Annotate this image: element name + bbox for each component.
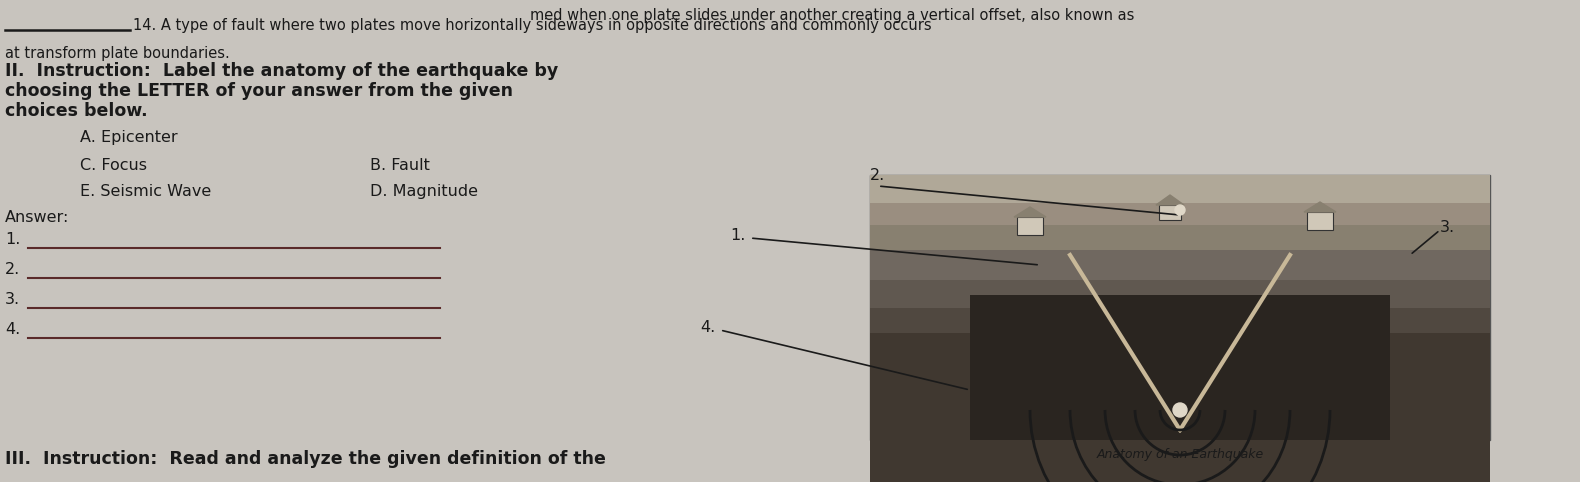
Bar [871,175,1490,203]
Text: 3.: 3. [5,292,21,307]
Circle shape [1172,403,1187,417]
Text: E. Seismic Wave: E. Seismic Wave [81,184,212,199]
Text: choosing the LETTER of your answer from the given: choosing the LETTER of your answer from … [5,82,514,100]
Text: choices below.: choices below. [5,102,147,120]
Bar [1160,205,1180,220]
Text: III.  Instruction:  Read and analyze the given definition of the: III. Instruction: Read and analyze the g… [5,450,605,468]
Polygon shape [1014,207,1046,217]
Text: med when one plate slides under another creating a vertical offset, also known a: med when one plate slides under another … [529,8,1134,23]
Text: 1.: 1. [5,232,21,247]
Text: B. Fault: B. Fault [370,158,430,173]
Text: 1.: 1. [730,228,746,243]
Text: 14. A type of fault where two plates move horizontally sideways in opposite dire: 14. A type of fault where two plates mov… [133,18,932,33]
Text: Anatomy of an Earthquake: Anatomy of an Earthquake [1097,448,1264,461]
Text: 2.: 2. [5,262,21,277]
Polygon shape [1304,202,1337,212]
Text: A. Epicenter: A. Epicenter [81,130,177,145]
Text: II.  Instruction:  Label the anatomy of the earthquake by: II. Instruction: Label the anatomy of th… [5,62,558,80]
Text: 3.: 3. [1439,220,1455,235]
Bar [871,250,1490,280]
Bar [871,280,1490,308]
Bar [871,203,1490,225]
Circle shape [1176,205,1185,215]
Bar [970,295,1390,440]
Bar [871,225,1490,250]
Bar [871,333,1490,482]
Text: D. Magnitude: D. Magnitude [370,184,479,199]
Bar [871,308,1490,333]
Text: Answer:: Answer: [5,210,70,225]
Text: 2.: 2. [871,168,885,183]
Text: 4.: 4. [700,320,716,335]
Text: 4.: 4. [5,322,21,337]
Polygon shape [1157,195,1183,205]
Bar [871,175,1490,440]
Text: C. Focus: C. Focus [81,158,147,173]
Bar [1307,212,1334,230]
Text: at transform plate boundaries.: at transform plate boundaries. [5,46,229,61]
Bar [1018,217,1043,235]
